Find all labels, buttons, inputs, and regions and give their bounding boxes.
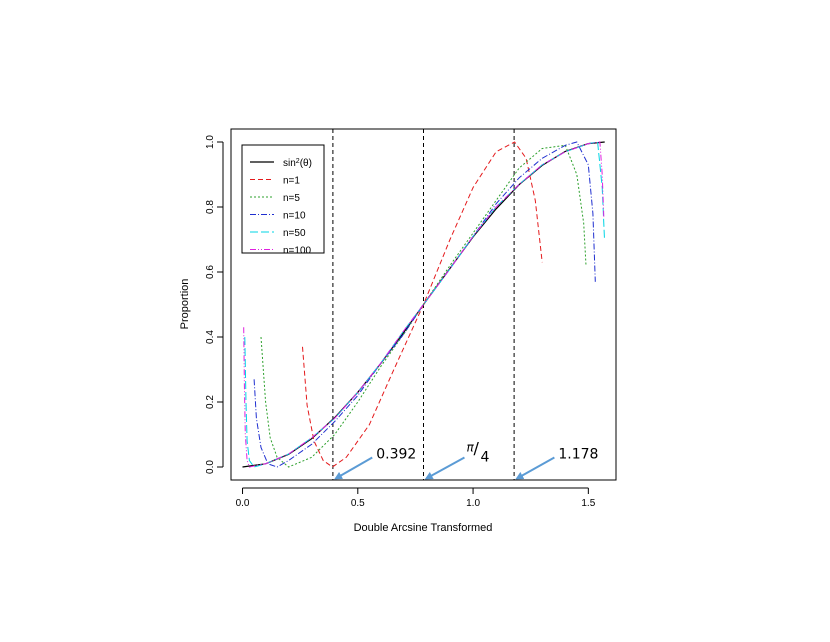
annotation-arrow bbox=[424, 456, 465, 480]
series-line-2 bbox=[260, 144, 587, 468]
x-tick-label: 0.0 bbox=[236, 498, 250, 509]
x-tick-label: 1.5 bbox=[581, 498, 595, 509]
y-tick-label: 0.0 bbox=[205, 460, 216, 474]
x-axis-label: Double Arcsine Transformed bbox=[354, 522, 493, 534]
legend: sin2(θ) n=1 n=5 n=10 n=50 n=100 bbox=[241, 144, 325, 257]
y-tick-label: 1.0 bbox=[205, 135, 216, 149]
series-line-5 bbox=[243, 141, 605, 468]
y-tick-label: 0.8 bbox=[205, 200, 216, 214]
legend-label: n=50 bbox=[283, 228, 306, 239]
x-axis: 0.0 0.5 1.0 1.5 bbox=[236, 487, 596, 509]
legend-label: n=10 bbox=[283, 211, 306, 222]
annotation-label-slash: / bbox=[473, 439, 479, 458]
y-tick-label: 0.2 bbox=[205, 395, 216, 409]
y-tick-label: 0.4 bbox=[205, 330, 216, 344]
annotation-label-denominator: 4 bbox=[480, 450, 489, 466]
annotations: 0.392 π/4 1.178 bbox=[334, 439, 598, 480]
x-tick-label: 1.0 bbox=[466, 498, 480, 509]
legend-box bbox=[241, 144, 325, 254]
series-line-3 bbox=[253, 141, 596, 468]
legend-label: sin2(θ) bbox=[283, 158, 312, 170]
annotation-label: 1.178 bbox=[558, 447, 598, 463]
annotation-arrow bbox=[334, 456, 373, 480]
annotation-label-numerator: π bbox=[466, 441, 474, 455]
legend-label: n=100 bbox=[283, 246, 312, 257]
legend-label: n=1 bbox=[283, 176, 300, 187]
legend-label: n=5 bbox=[283, 193, 300, 204]
annotation-label: 0.392 bbox=[376, 447, 416, 463]
y-tick-label: 0.6 bbox=[205, 265, 216, 279]
series-line-1 bbox=[302, 141, 543, 468]
y-axis-label: Proportion bbox=[179, 279, 191, 330]
annotation-arrow bbox=[515, 456, 555, 480]
y-axis: 0.0 0.2 0.4 0.6 0.8 1.0 bbox=[205, 135, 224, 474]
x-tick-label: 0.5 bbox=[351, 498, 365, 509]
series-layer bbox=[242, 141, 605, 468]
